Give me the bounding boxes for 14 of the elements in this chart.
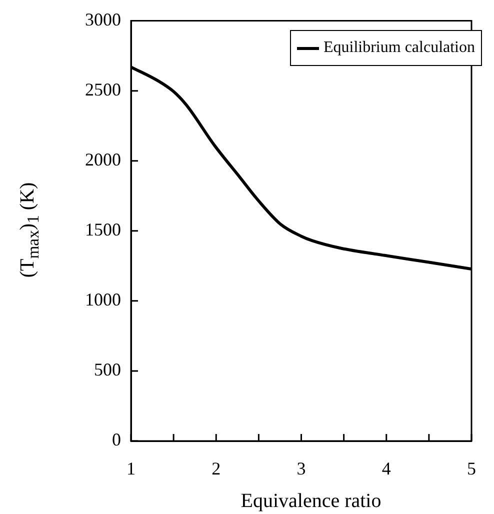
- y-tick-label: 3000: [85, 10, 121, 30]
- x-tick-label: 2: [212, 458, 221, 479]
- y-tick-label: 2000: [85, 150, 121, 170]
- x-axis-title: Equivalence ratio: [240, 490, 382, 513]
- x-tick-label: 4: [382, 458, 391, 479]
- y-tick-label: 1500: [85, 220, 121, 240]
- y-tick-label: 500: [94, 360, 121, 380]
- y-tick-label: 2500: [85, 80, 121, 100]
- x-tick-label: 1: [126, 458, 136, 479]
- x-tick-label: 3: [296, 458, 306, 479]
- legend-label: Equilibrium calculation: [323, 39, 475, 57]
- y-tick-label: 1000: [85, 290, 121, 310]
- y-tick-label: 0: [112, 430, 121, 450]
- x-tick-label: 5: [467, 458, 476, 479]
